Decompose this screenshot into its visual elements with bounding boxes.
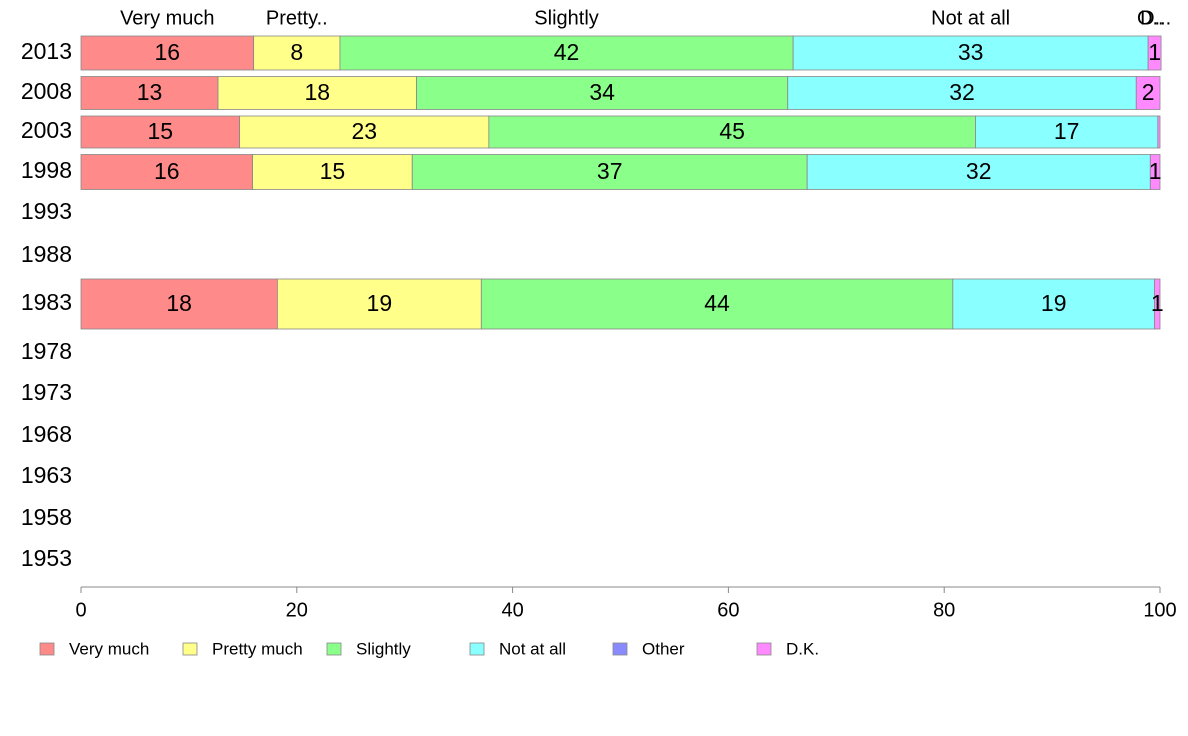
data-label: 33	[958, 39, 984, 65]
bar-segment	[488, 115, 976, 149]
bar-segment	[975, 115, 1159, 149]
x-tick-label: 40	[501, 599, 523, 621]
legend-swatch	[469, 642, 485, 656]
bar-segment	[1147, 35, 1162, 71]
bar-segment	[217, 76, 417, 110]
x-tick-label: 100	[1143, 599, 1176, 621]
x-tick-label: 0	[75, 599, 86, 621]
data-label: 2	[1142, 79, 1155, 105]
category-label: 2013	[21, 38, 72, 64]
data-label: 15	[148, 118, 174, 144]
category-label: 1953	[21, 545, 72, 571]
bar-segment	[239, 115, 490, 149]
legend-swatch	[612, 642, 628, 656]
data-label: 34	[589, 79, 615, 105]
category-label: 1958	[21, 504, 72, 530]
bar-segment	[806, 154, 1151, 190]
category-label: 1993	[21, 198, 72, 224]
legend-swatch	[39, 642, 55, 656]
column-header: Very much	[120, 7, 214, 29]
bar-segment	[1135, 76, 1161, 110]
bar-segment	[416, 76, 789, 110]
category-label: 1988	[21, 241, 72, 267]
data-label: 16	[155, 39, 181, 65]
bar-segment	[252, 154, 413, 190]
legend-label: Other	[642, 639, 685, 658]
data-label: 45	[719, 118, 745, 144]
legend-label: Slightly	[356, 639, 411, 658]
data-label: 1	[1148, 39, 1161, 65]
category-label: 2008	[21, 78, 72, 104]
data-label: 32	[966, 158, 992, 184]
x-tick-label: 80	[933, 599, 955, 621]
bar-segment	[1154, 278, 1161, 330]
bar-segment	[480, 278, 954, 330]
data-label: 8	[290, 39, 303, 65]
legend-label: D.K.	[786, 639, 819, 658]
legend-swatch	[182, 642, 198, 656]
category-label: 2003	[21, 117, 72, 143]
data-label: 44	[704, 290, 730, 316]
bar-segment	[787, 76, 1137, 110]
data-label: 1	[1151, 290, 1164, 316]
bar-segment	[411, 154, 808, 190]
bar-segment	[80, 76, 219, 110]
bar-segment	[1157, 115, 1161, 149]
data-label: 32	[949, 79, 975, 105]
data-label: 17	[1054, 118, 1080, 144]
data-label: 15	[320, 158, 346, 184]
x-tick-label: 20	[286, 599, 308, 621]
data-label: 13	[137, 79, 163, 105]
data-label: 18	[305, 79, 331, 105]
column-header: D...	[1140, 7, 1171, 29]
category-label: 1998	[21, 157, 72, 183]
legend-swatch	[756, 642, 772, 656]
data-label: 1	[1149, 158, 1162, 184]
x-tick-label: 60	[717, 599, 739, 621]
legend-label: Pretty much	[212, 639, 303, 658]
data-label: 37	[597, 158, 623, 184]
category-label: 1968	[21, 421, 72, 447]
category-label: 1973	[21, 379, 72, 405]
legend-swatch	[326, 642, 342, 656]
column-header: Not at all	[931, 7, 1010, 29]
bar-segment	[276, 278, 482, 330]
bar-segment	[80, 154, 253, 190]
data-label: 19	[367, 290, 393, 316]
bar-segment	[952, 278, 1156, 330]
bar-segment	[253, 35, 341, 71]
category-label: 1978	[21, 338, 72, 364]
category-label: 1963	[21, 462, 72, 488]
data-label: 42	[554, 39, 580, 65]
data-label: 16	[154, 158, 180, 184]
category-label: 1983	[21, 289, 72, 315]
data-label: 23	[351, 118, 377, 144]
legend-label: Not at all	[499, 639, 566, 658]
bar-segment	[80, 278, 278, 330]
data-label: 18	[166, 290, 192, 316]
column-header: Pretty..	[266, 7, 328, 29]
data-label: 19	[1041, 290, 1067, 316]
column-header: Slightly	[534, 7, 598, 29]
legend-label: Very much	[69, 639, 149, 658]
bar-segment	[1149, 154, 1161, 190]
column-header: O..	[1137, 7, 1164, 29]
